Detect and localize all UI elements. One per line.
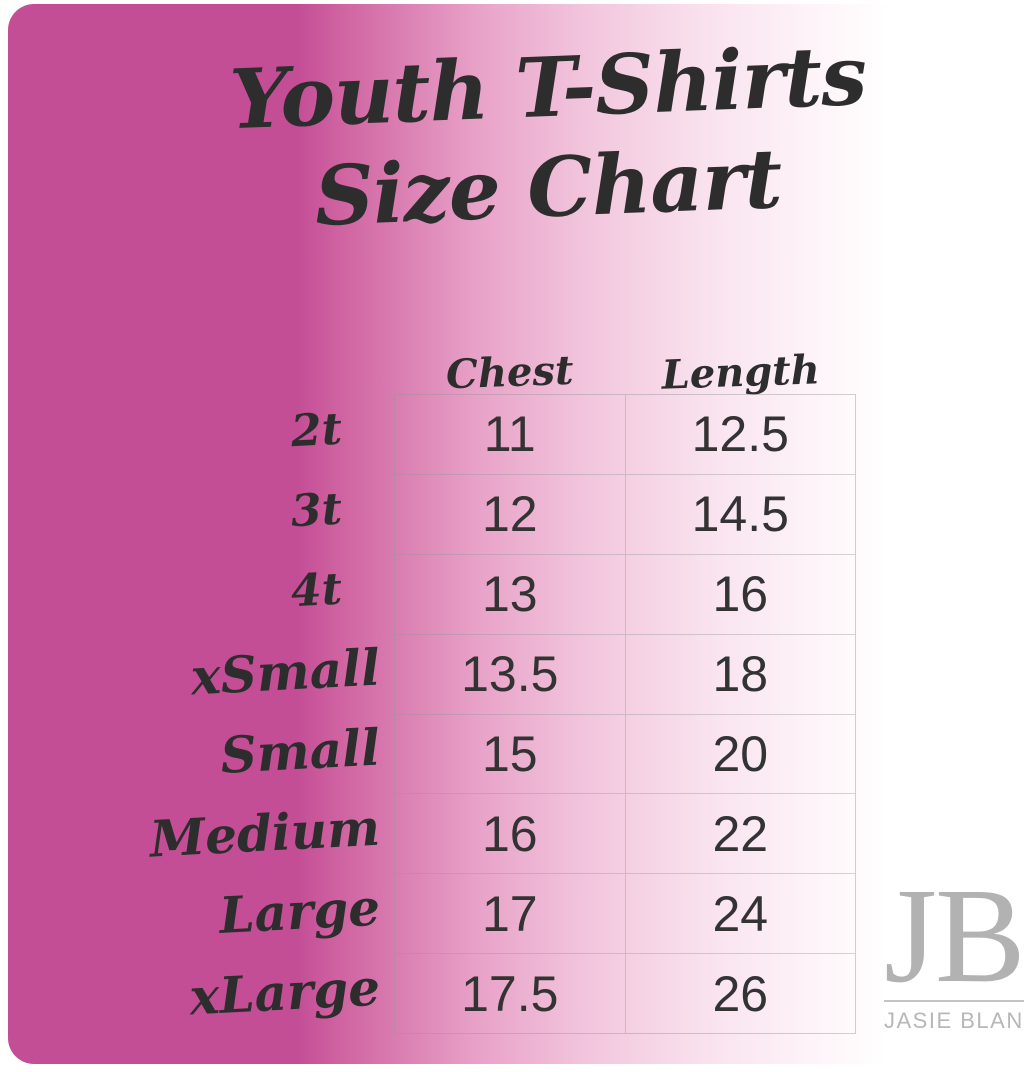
cell-length: 24	[712, 885, 769, 942]
table-row: 15 20	[395, 714, 855, 795]
table-row: 12 14.5	[395, 474, 855, 555]
title-line-1: Youth T-Shirts	[228, 27, 868, 149]
table-row: 13.5 18	[395, 634, 855, 715]
table-row: 17.5 26	[395, 954, 855, 1033]
title-line-2: Size Chart	[312, 131, 784, 245]
table-row: 13 16	[395, 554, 855, 635]
size-label: xLarge	[188, 957, 382, 1026]
cell-length: 26	[712, 965, 769, 1022]
cell-chest: 11	[395, 395, 626, 474]
table-row: 17 24	[395, 874, 855, 955]
column-header-length: Length	[660, 346, 821, 399]
column-header-chest: Chest	[445, 346, 575, 399]
table-row: 11 12.5	[395, 395, 855, 475]
cell-chest: 16	[395, 794, 626, 874]
cell-length: 22	[712, 805, 769, 862]
cell-length: 20	[712, 725, 769, 782]
size-table: 11 12.5 12 14.5 13 16 13.5 18 15 20 16 2…	[394, 394, 856, 1034]
cell-length: 14.5	[691, 486, 789, 543]
cell-length: 12.5	[691, 406, 789, 463]
cell-length: 18	[712, 646, 769, 703]
size-chart-card: Youth T-Shirts Size Chart Chest Length 2…	[8, 4, 1024, 1064]
cell-chest: 13	[395, 554, 626, 634]
table-row: 16 22	[395, 794, 855, 875]
cell-chest: 15	[395, 714, 626, 794]
cell-chest: 17.5	[395, 954, 626, 1033]
cell-chest: 12	[395, 474, 626, 554]
table-column-headers: Chest Length	[394, 340, 856, 398]
page-title: Youth T-Shirts Size Chart	[198, 28, 898, 245]
cell-chest: 13.5	[395, 634, 626, 714]
size-label-column: 2t 3t 4t xSmall Small Medium Large xLarg…	[88, 394, 388, 1034]
cell-chest: 17	[395, 874, 626, 954]
cell-length: 16	[712, 566, 769, 623]
